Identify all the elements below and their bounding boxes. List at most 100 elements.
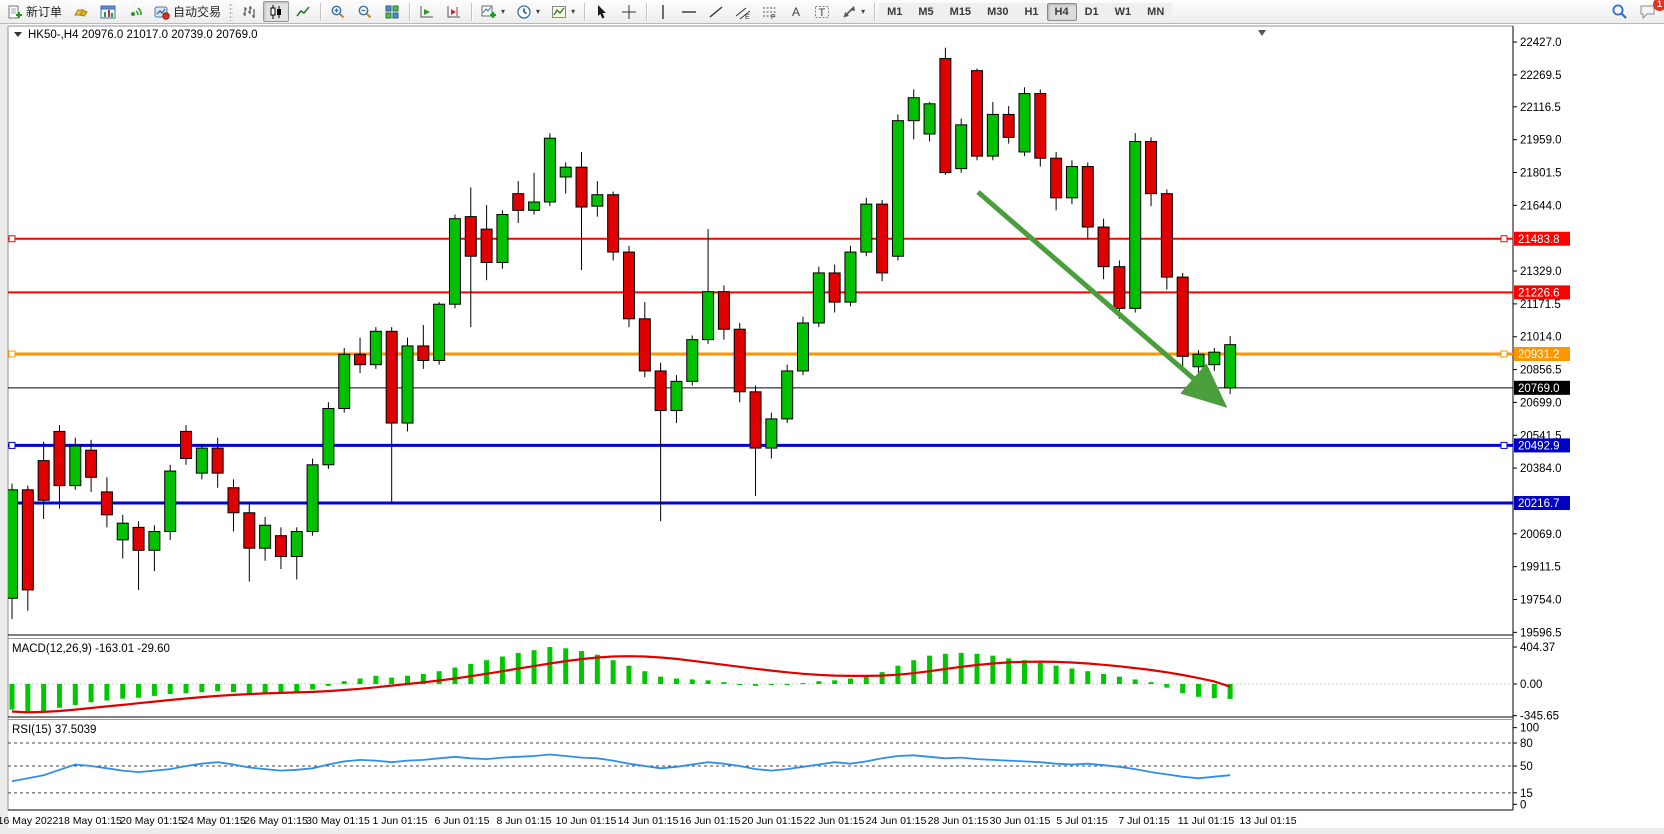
date-label: 20 May 01:15	[120, 815, 184, 827]
gold-button[interactable]	[68, 1, 94, 22]
macd-histogram-bar	[642, 671, 648, 684]
tile-windows-button[interactable]	[379, 1, 405, 22]
horizontal-line-tool-button[interactable]	[676, 1, 702, 22]
macd-histogram-bar	[879, 672, 885, 684]
macd-histogram-bar	[167, 684, 173, 695]
template-button[interactable]: ▾	[546, 1, 580, 22]
rsi-tick-label: 15	[1520, 788, 1533, 800]
notifications-wrap: 1	[1634, 0, 1664, 22]
period-clock-button[interactable]: ▾	[511, 1, 545, 22]
macd-histogram-bar	[1180, 684, 1186, 694]
hline-handle[interactable]	[1500, 441, 1508, 449]
candle-body	[1192, 353, 1205, 368]
candle-body	[211, 447, 224, 474]
arrows-icon	[843, 5, 856, 18]
shapes-tool-button[interactable]: ▾	[836, 1, 870, 22]
crosshair-button[interactable]	[616, 1, 642, 22]
candle-body	[322, 407, 335, 466]
macd-histogram-bar	[436, 671, 442, 684]
hline-handle[interactable]	[8, 350, 16, 358]
chart-canvas[interactable]: 22427.0 22269.5 22116.5 21959.0 21801.5 21644…	[0, 24, 1664, 834]
macd-histogram-bar	[658, 676, 664, 684]
timeframe-w1[interactable]: W1	[1106, 2, 1140, 21]
template-icon	[552, 5, 567, 18]
channel-tool-button[interactable]: E	[730, 1, 756, 22]
macd-label: MACD(12,26,9) -163.01 -29.60	[12, 643, 170, 655]
candle-body	[132, 526, 145, 551]
candle-body	[259, 524, 272, 549]
macd-histogram-bar	[847, 678, 853, 684]
macd-signal-line	[11, 655, 1231, 714]
trendline-tool-button[interactable]	[703, 1, 729, 22]
candle-body	[528, 201, 541, 211]
date-label: 14 Jun 01:15	[618, 815, 679, 827]
macd-histogram-bar	[294, 684, 300, 693]
bar-chart-button[interactable]	[236, 1, 262, 22]
add-indicator-button[interactable]: ▾	[476, 1, 510, 22]
market-window-button[interactable]	[95, 1, 121, 22]
price-tick-label: 21171.5	[1520, 299, 1561, 311]
auto-scroll-button[interactable]	[414, 1, 440, 22]
price-tick-label: 22116.5	[1520, 102, 1561, 114]
timeframe-d1[interactable]: D1	[1076, 2, 1107, 21]
candle-body	[512, 193, 525, 211]
macd-histogram-bar	[579, 651, 585, 684]
label-tool-button[interactable]: T	[809, 1, 835, 22]
candle-body	[1081, 166, 1094, 228]
macd-histogram-bar	[136, 684, 142, 698]
autotrade-button[interactable]: 自动交易	[149, 1, 226, 22]
new-order-button[interactable]: 新订单	[2, 1, 67, 22]
zoom-in-button[interactable]	[325, 1, 351, 22]
timeframe-m5[interactable]: M5	[910, 2, 942, 21]
chart-shift-button[interactable]	[441, 1, 467, 22]
symbol-dropdown-icon[interactable]	[14, 32, 22, 37]
candle-body	[638, 318, 651, 372]
candle-body	[939, 58, 952, 174]
search-button[interactable]	[1606, 1, 1633, 22]
notification-badge[interactable]: 1	[1653, 0, 1664, 11]
svg-text:F: F	[771, 14, 775, 20]
timeframe-m15[interactable]: M15	[941, 2, 980, 21]
text-tool-button[interactable]: A	[784, 1, 808, 22]
signal-button[interactable]	[122, 1, 148, 22]
vertical-line-icon	[662, 4, 664, 19]
candle-body	[354, 353, 367, 366]
date-label: 5 Jul 01:15	[1056, 815, 1108, 827]
zoom-out-button[interactable]	[352, 1, 378, 22]
new-order-icon	[8, 5, 22, 18]
macd-histogram-bar	[784, 684, 790, 685]
price-tick-label: 19911.5	[1520, 562, 1561, 574]
price-tick-label: 20699.0	[1520, 397, 1562, 409]
candle-body	[480, 228, 493, 263]
candle-body	[8, 489, 18, 599]
timeframe-h4[interactable]: H4	[1046, 2, 1077, 21]
hline-handle[interactable]	[8, 235, 16, 243]
macd-histogram-bar	[56, 684, 62, 708]
hline-handle[interactable]	[1500, 350, 1508, 358]
line-chart-button[interactable]	[290, 1, 316, 22]
dropdown-caret-icon: ▾	[571, 7, 576, 16]
hline-handle[interactable]	[1500, 235, 1508, 243]
hline-price-tag-label: 20216.7	[1518, 498, 1560, 510]
cursor-button[interactable]	[589, 1, 615, 22]
hline-handle[interactable]	[8, 441, 16, 449]
price-tick-label: 21959.0	[1520, 135, 1562, 147]
trend-arrow[interactable]	[976, 190, 1228, 408]
timeframe-m1[interactable]: M1	[879, 2, 911, 21]
price-tick-label: 21801.5	[1520, 167, 1562, 179]
date-label: 18 May 01:15	[58, 815, 122, 827]
candle-body	[1034, 93, 1047, 159]
timeframe-m30[interactable]: M30	[979, 2, 1017, 21]
fibonacci-tool-button[interactable]: F	[757, 1, 783, 22]
macd-histogram-bar	[72, 684, 78, 706]
timeframe-h1[interactable]: H1	[1016, 2, 1047, 21]
candlestick-chart-button[interactable]	[263, 1, 290, 22]
cursor-icon	[598, 4, 607, 18]
vertical-line-tool-button[interactable]	[651, 1, 675, 22]
search-icon	[1612, 4, 1627, 19]
chart-shift-marker-icon[interactable]	[1258, 30, 1266, 36]
timeframe-mn[interactable]: MN	[1139, 2, 1173, 21]
macd-histogram-bar	[610, 660, 616, 684]
macd-histogram-bar	[1196, 684, 1201, 697]
